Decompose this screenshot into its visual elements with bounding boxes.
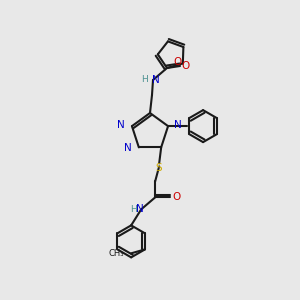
Text: O: O [174, 58, 182, 68]
Text: O: O [172, 192, 180, 203]
Text: N: N [174, 120, 182, 130]
Text: S: S [156, 164, 163, 173]
Text: N: N [136, 204, 144, 214]
Text: N: N [124, 143, 132, 153]
Text: H: H [141, 76, 147, 85]
Text: N: N [117, 120, 125, 130]
Text: O: O [182, 61, 190, 71]
Text: N: N [152, 75, 160, 85]
Text: CH₃: CH₃ [109, 249, 124, 258]
Text: H: H [130, 205, 136, 214]
